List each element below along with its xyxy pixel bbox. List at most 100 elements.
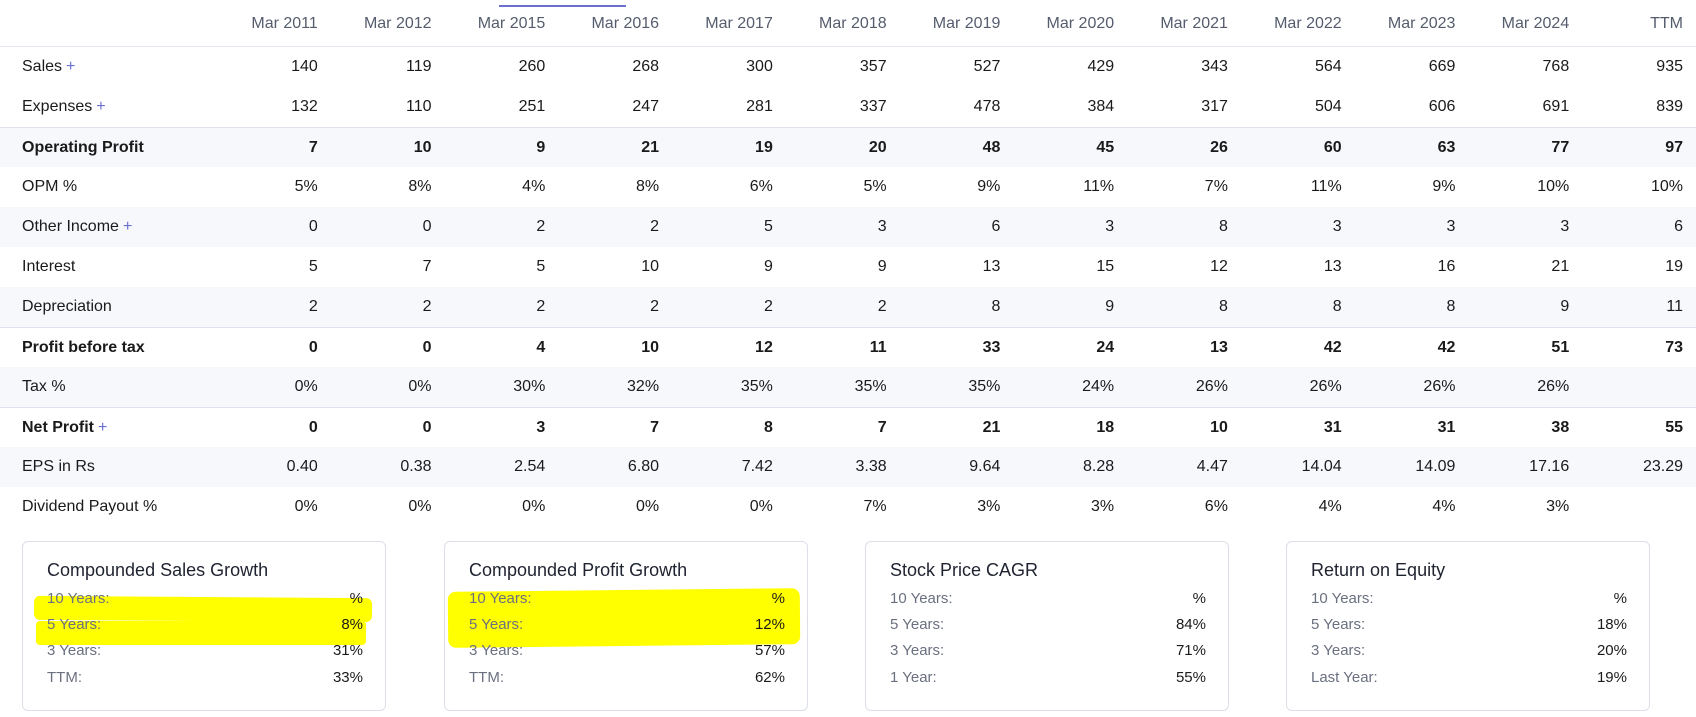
table-cell: 20 <box>868 139 887 156</box>
table-cell: 42 <box>1437 339 1456 356</box>
table-cell: 26 <box>1210 139 1228 156</box>
table-row: Net Profit + 0 0 3 7 8 7 21 18 10 31 31 38 55 <box>0 407 1696 447</box>
table-cell: 55 <box>1665 419 1683 436</box>
card-row: 3 Years: 20% <box>1311 642 1627 664</box>
table-row: Expenses + 132 110 251 247 281 337 478 384 317 504 6… <box>0 87 1696 127</box>
expand-plus-icon[interactable]: + <box>98 419 108 436</box>
column-header[interactable]: Mar 2021 <box>1160 15 1228 32</box>
card-row: 3 Years: 31% <box>47 642 363 664</box>
table-cell: 6% <box>1204 498 1228 515</box>
column-header[interactable]: Mar 2015 <box>477 15 546 32</box>
column-header[interactable]: Mar 2012 <box>363 15 432 32</box>
row-label: Operating Profit <box>22 139 144 156</box>
table-cell: 4% <box>522 178 546 195</box>
column-header[interactable]: Mar 2020 <box>1046 15 1115 32</box>
card-row-label: 10 Years: <box>890 590 953 607</box>
column-header[interactable]: Mar 2016 <box>591 15 660 32</box>
table-cell: 429 <box>1087 58 1115 75</box>
table-header-row: Mar 2011 Mar 2012 Mar 2015 Mar 2016 Mar 2017… <box>0 0 1696 47</box>
table-cell: 7% <box>1204 178 1228 195</box>
profit-loss-table: Mar 2011 Mar 2012 Mar 2015 Mar 2016 Mar 2017… <box>0 0 1696 515</box>
table-row: Profit before tax 0 0 4 10 12 11 33 24 13 42 42 51 73 <box>0 327 1696 367</box>
table-cell: 13 <box>982 258 1001 275</box>
table-cell: 0% <box>294 378 318 395</box>
column-header[interactable]: Mar 2019 <box>932 15 1001 32</box>
column-header[interactable]: TTM <box>1650 15 1683 32</box>
card-row-label: TTM: <box>47 669 82 686</box>
table-cell: 504 <box>1314 98 1342 115</box>
table-cell: 11 <box>869 339 887 356</box>
expand-plus-icon[interactable]: + <box>122 218 133 235</box>
card-row: 5 Years: 18% <box>1311 616 1627 638</box>
table-cell: 11 <box>1666 298 1683 315</box>
card-row-value: % <box>349 590 363 607</box>
card-row-label: 10 Years: <box>469 590 532 607</box>
growth-cards: Compounded Sales Growth 10 Years:% 5 Years… <box>0 541 1696 713</box>
card-row-value: 18% <box>1596 616 1627 633</box>
column-header[interactable]: Mar 2018 <box>819 15 887 32</box>
card-row-label: 1 Year: <box>890 669 937 686</box>
table-cell: 527 <box>973 58 1001 75</box>
column-header[interactable]: Mar 2022 <box>1274 15 1342 32</box>
column-header[interactable]: Mar 2011 <box>251 15 318 32</box>
row-label[interactable]: Other Income + <box>22 218 133 235</box>
row-label[interactable]: Expenses + <box>22 98 106 115</box>
table-cell: 0% <box>408 498 432 515</box>
expand-plus-icon[interactable]: + <box>96 98 106 115</box>
table-cell: 30% <box>513 378 546 395</box>
table-cell: 4.47 <box>1196 458 1228 475</box>
card-row-value: % <box>1192 590 1206 607</box>
card-row: 10 Years:% <box>1311 590 1627 612</box>
table-cell: 24 <box>1096 339 1115 356</box>
card-row-label: 5 Years: <box>890 616 945 633</box>
table-cell: 606 <box>1428 98 1456 115</box>
table-cell: 35% <box>854 378 887 395</box>
table-cell: 281 <box>746 98 773 115</box>
card-row-value: 12% <box>754 616 785 633</box>
column-header[interactable]: Mar 2023 <box>1387 15 1456 32</box>
table-cell: 21 <box>982 419 1001 436</box>
highlight-mark <box>36 621 366 645</box>
table-cell: 691 <box>1542 98 1570 115</box>
table-row: Operating Profit 7 10 9 21 19 20 48 45 26 60 63 77 97 <box>0 127 1696 167</box>
table-cell: 11% <box>1310 178 1342 195</box>
row-label: Interest <box>22 258 76 275</box>
table-cell: 3% <box>977 498 1001 515</box>
table-cell: 31 <box>1437 419 1456 436</box>
table-cell: 42 <box>1323 339 1342 356</box>
table-cell: 8% <box>635 178 660 195</box>
column-header[interactable]: Mar 2017 <box>705 15 773 32</box>
card-row: Last Year: 19% <box>1311 669 1627 691</box>
table-cell: 260 <box>518 58 546 75</box>
row-label[interactable]: Sales + <box>22 58 76 75</box>
table-cell: 0% <box>294 498 318 515</box>
table-cell: 132 <box>291 98 318 115</box>
table-cell: 2 <box>536 298 546 315</box>
table-cell: 3% <box>1091 498 1115 515</box>
table-cell: 7 <box>650 419 660 436</box>
table-cell: 140 <box>291 58 318 75</box>
row-label[interactable]: Net Profit + <box>22 419 108 436</box>
table-cell: 343 <box>1201 58 1228 75</box>
table-cell: 17.16 <box>1529 458 1570 475</box>
card-row: 10 Years:% <box>890 590 1206 612</box>
table-cell: 12 <box>1210 258 1228 275</box>
table-cell: 4% <box>1432 498 1456 515</box>
table-cell: 45 <box>1096 139 1115 156</box>
table-cell: 9.64 <box>969 458 1001 475</box>
table-cell: 9% <box>977 178 1001 195</box>
column-header[interactable]: Mar 2024 <box>1501 15 1570 32</box>
card-row-value: % <box>771 590 785 607</box>
table-cell <box>1569 367 1683 407</box>
table-cell: 935 <box>1656 58 1683 75</box>
table-cell: 4% <box>1318 498 1342 515</box>
table-cell: 0% <box>522 498 546 515</box>
active-column-indicator <box>499 5 626 7</box>
table-cell: 300 <box>746 58 773 75</box>
table-cell: 2 <box>308 298 318 315</box>
table-cell: 8 <box>1219 298 1228 315</box>
table-cell: 564 <box>1314 58 1342 75</box>
table-cell: 8% <box>408 178 432 195</box>
expand-plus-icon[interactable]: + <box>66 58 76 75</box>
card-row-value: % <box>1613 590 1627 607</box>
